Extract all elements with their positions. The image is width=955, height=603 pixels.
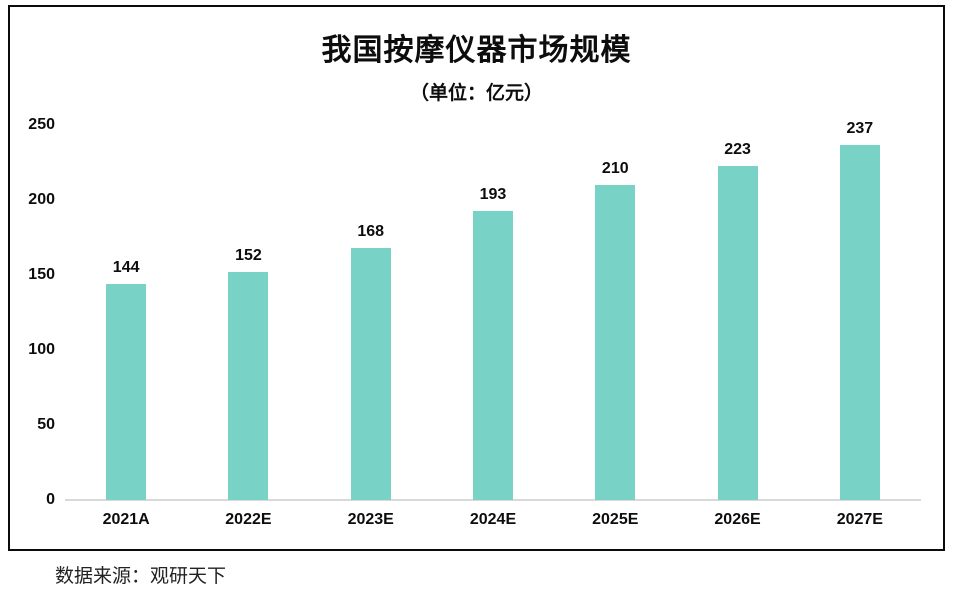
bar-value-label: 223 bbox=[724, 140, 751, 158]
bar-2023E bbox=[350, 248, 391, 500]
bar-slot: 144 bbox=[65, 125, 187, 500]
y-tick-label: 150 bbox=[28, 266, 55, 283]
bar-slot: 168 bbox=[310, 125, 432, 500]
chart-title: 我国按摩仪器市场规模 bbox=[321, 34, 632, 67]
plot-column: 144 152 168 193 210 223 237 2021A 2022E 2023E 202… bbox=[65, 120, 921, 529]
bar-value-label: 144 bbox=[112, 259, 140, 277]
x-tick-label: 2026E bbox=[714, 511, 761, 528]
bar-slot: 223 bbox=[676, 125, 798, 500]
y-tick-label: 200 bbox=[28, 191, 55, 208]
y-tick-label: 250 bbox=[28, 116, 55, 133]
y-tick-label: 0 bbox=[46, 491, 55, 508]
y-tick-label: 50 bbox=[37, 416, 55, 433]
x-tick-label: 2025E bbox=[592, 511, 639, 528]
bar-slot: 210 bbox=[554, 125, 676, 500]
bar-value-label: 168 bbox=[357, 223, 385, 240]
chart-subtitle: （单位：亿元） bbox=[409, 83, 543, 104]
x-tick-label: 2022E bbox=[225, 511, 272, 528]
y-tick-label: 100 bbox=[28, 341, 55, 358]
source-note: 数据来源：观研天下 bbox=[55, 566, 227, 587]
plot-grid: 144 152 168 193 210 223 237 bbox=[65, 120, 921, 501]
bar-value-label: 237 bbox=[846, 119, 874, 137]
x-axis-labels: 2021A 2022E 2023E 2024E 2025E 2026E 2027E bbox=[65, 511, 921, 529]
plot-area: 0 50 100 150 200 250 144 152 168 193 210 223 237 20… bbox=[10, 117, 943, 529]
bar-2022E bbox=[228, 272, 269, 500]
x-tick-label: 2027E bbox=[836, 511, 883, 528]
bar-value-label: 152 bbox=[235, 247, 262, 264]
bar-2021A bbox=[106, 284, 147, 500]
bar-slot: 152 bbox=[187, 125, 309, 500]
x-tick-label: 2023E bbox=[347, 511, 394, 528]
bar-2026E bbox=[717, 165, 758, 500]
bar-2027E bbox=[839, 144, 880, 500]
bars-container: 144 152 168 193 210 223 237 bbox=[65, 120, 921, 500]
x-tick-label: 2024E bbox=[469, 511, 517, 528]
chart-box: 我国按摩仪器市场规模 （单位：亿元） 0 50 100 150 200 250 144 15… bbox=[8, 5, 945, 551]
bar-value-label: 193 bbox=[479, 185, 507, 203]
bar-2025E bbox=[595, 185, 636, 500]
y-axis: 0 50 100 150 200 250 bbox=[10, 117, 65, 508]
x-tick-label: 2021A bbox=[102, 511, 150, 528]
bar-2024E bbox=[472, 210, 513, 500]
bar-slot: 193 bbox=[432, 125, 554, 500]
bar-value-label: 210 bbox=[601, 160, 629, 177]
bar-slot: 237 bbox=[799, 120, 921, 500]
x-axis-line bbox=[65, 499, 921, 501]
